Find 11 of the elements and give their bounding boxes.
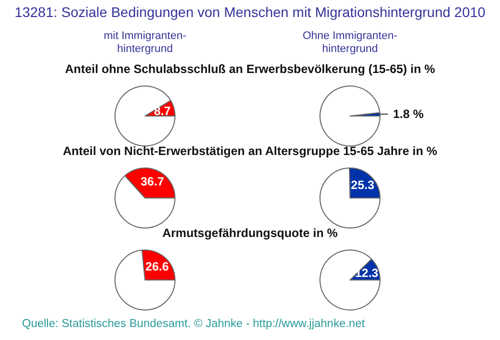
text: mit Immigranten- hintergrund: [102, 30, 188, 56]
data-label: 1.8 %: [392, 107, 424, 122]
data-label: 36.7: [140, 174, 164, 189]
source-note: Quelle: Statistisches Bundesamt. © Jahnke - http://www.jjahnke.net: [22, 318, 365, 330]
text: Armutsgefährdungsquote in %: [161, 226, 339, 240]
data-label: 26.6: [145, 260, 170, 274]
data-label: 25.3: [350, 178, 375, 192]
text: 13281: Soziale Bedingungen von Menschen mit Migrationshintergrund 2010: [14, 4, 486, 20]
text: Ohne Immigranten- hintergrund: [302, 30, 398, 56]
text: Anteil ohne Schulabsschluß an Erwerbsbevölkerung (15-65) in %: [64, 62, 436, 76]
text: Anteil von Nicht-Erwerbstätigen an Altersgruppe 15-65 Jahre in %: [62, 144, 438, 158]
